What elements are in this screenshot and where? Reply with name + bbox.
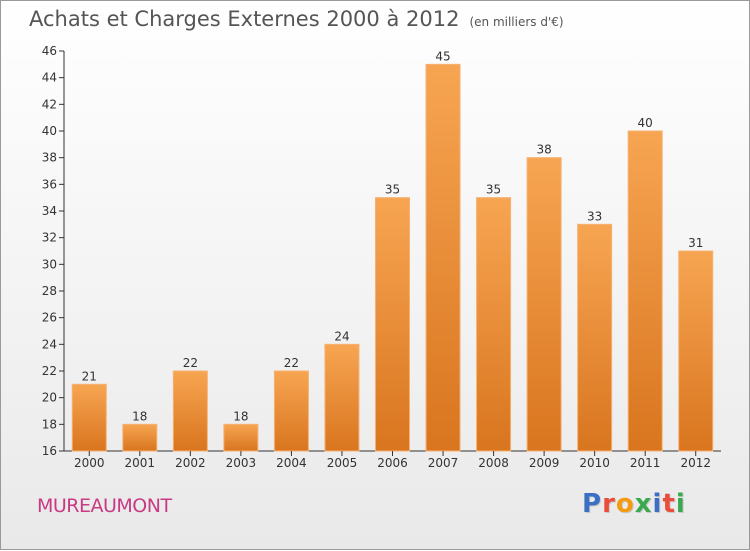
logo-letter: o <box>615 489 635 519</box>
x-tick-label: 2003 <box>226 456 257 470</box>
y-tick-label: 34 <box>42 204 57 218</box>
bar <box>627 130 663 452</box>
logo-letter: i <box>675 489 686 519</box>
x-tick-label: 2010 <box>579 456 610 470</box>
bar <box>577 223 613 452</box>
x-tick-label: 2011 <box>630 456 661 470</box>
chart-title-text: Achats et Charges Externes 2000 à 2012 <box>29 7 460 31</box>
data-label: 40 <box>638 116 653 130</box>
logo-letter: i <box>652 489 663 519</box>
y-tick-label: 20 <box>42 391 57 405</box>
x-tick-label: 2002 <box>175 456 206 470</box>
y-tick-label: 42 <box>42 97 57 111</box>
bar <box>375 197 410 452</box>
y-tick-label: 24 <box>42 337 57 351</box>
y-tick-label: 40 <box>42 124 57 138</box>
bar <box>71 383 107 452</box>
data-label: 24 <box>334 329 349 343</box>
x-tick-label: 2008 <box>478 456 509 470</box>
y-tick-label: 36 <box>42 177 57 191</box>
bar <box>324 343 360 452</box>
logo-letter: r <box>602 489 616 519</box>
data-label: 18 <box>233 409 248 423</box>
y-tick-label: 38 <box>42 151 57 165</box>
data-label: 18 <box>132 409 147 423</box>
data-label: 21 <box>82 369 97 383</box>
bar <box>425 63 461 452</box>
logo-letter: t <box>662 489 676 519</box>
bar <box>526 157 562 452</box>
y-tick-label: 30 <box>42 257 57 271</box>
x-tick-label: 2000 <box>74 456 105 470</box>
logo-letter: x <box>634 489 653 519</box>
y-tick-label: 26 <box>42 311 57 325</box>
y-tick-label: 22 <box>42 364 57 378</box>
x-tick-label: 2006 <box>377 456 408 470</box>
data-label: 35 <box>486 183 501 197</box>
bar <box>476 197 512 452</box>
x-tick-label: 2005 <box>327 456 358 470</box>
data-label: 22 <box>284 356 299 370</box>
bar <box>223 423 259 452</box>
bar <box>678 250 714 452</box>
data-label: 31 <box>688 236 703 250</box>
bar <box>172 370 208 452</box>
x-tick-label: 2007 <box>428 456 459 470</box>
chart-unit: (en milliers d'€) <box>469 15 564 29</box>
commune-name: MUREAUMONT <box>37 495 172 517</box>
y-tick-label: 16 <box>42 444 57 458</box>
logo-letter: P <box>582 489 603 519</box>
data-label: 22 <box>183 356 198 370</box>
data-label: 45 <box>435 49 450 63</box>
chart-title: Achats et Charges Externes 2000 à 2012 (e… <box>29 7 564 31</box>
bar <box>273 370 309 452</box>
x-tick-label: 2009 <box>529 456 560 470</box>
x-tick-label: 2012 <box>680 456 711 470</box>
y-tick-label: 28 <box>42 284 57 298</box>
y-tick-label: 44 <box>42 71 57 85</box>
data-label: 33 <box>587 209 602 223</box>
bar <box>122 423 158 452</box>
x-tick-label: 2001 <box>125 456 156 470</box>
y-tick-label: 46 <box>42 44 57 58</box>
y-tick-label: 32 <box>42 231 57 245</box>
y-tick-label: 18 <box>42 417 57 431</box>
data-label: 38 <box>536 143 551 157</box>
x-tick-label: 2004 <box>276 456 307 470</box>
data-label: 35 <box>385 183 400 197</box>
proxiti-logo: Proxiti <box>582 489 686 519</box>
